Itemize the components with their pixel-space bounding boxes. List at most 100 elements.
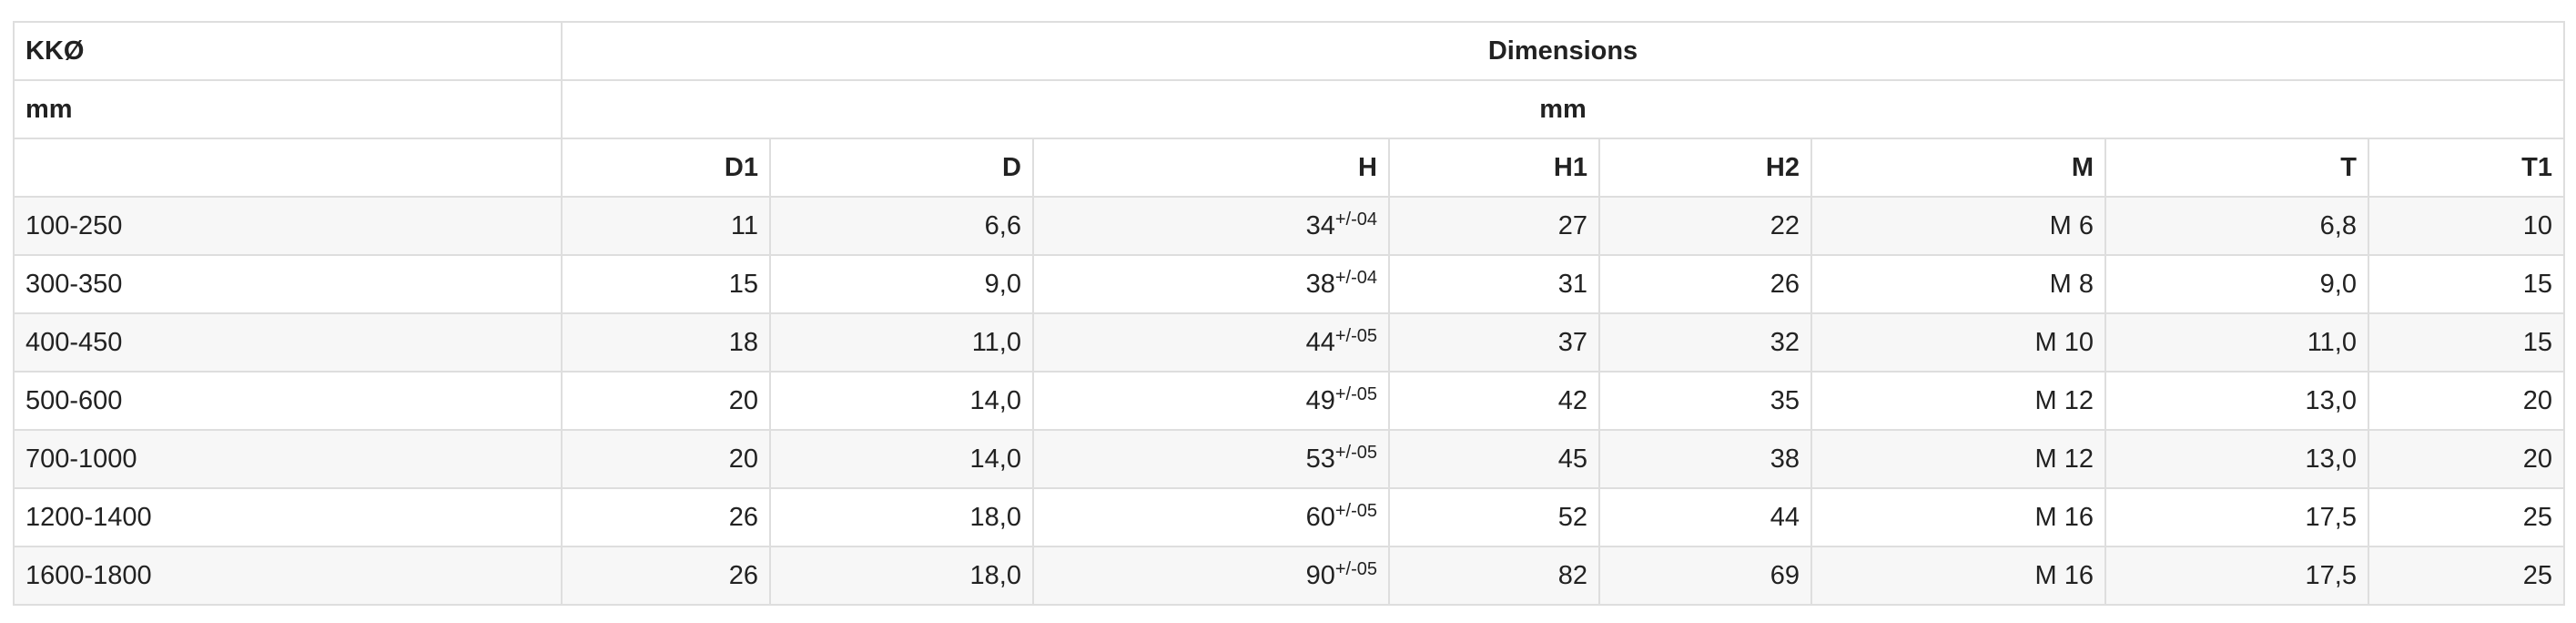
table-cell: 13,0 bbox=[2104, 371, 2369, 431]
table-row: 500-600 20 14,0 49+/-05 42 35 M 12 13,0 20 bbox=[13, 371, 2565, 431]
table-cell: 25 bbox=[2368, 546, 2565, 606]
table-cell: 45 bbox=[1388, 429, 1600, 489]
table-row: 400-450 18 11,0 44+/-05 37 32 M 10 11,0 15 bbox=[13, 312, 2565, 373]
cell-value: 90 bbox=[1305, 560, 1335, 590]
table-cell: M 8 bbox=[1810, 254, 2106, 314]
table-cell: 1600-1800 bbox=[13, 546, 563, 606]
table-cell: 9,0 bbox=[2104, 254, 2369, 314]
table-row: 100-250 11 6,6 34+/-04 27 22 M 6 6,8 10 bbox=[13, 196, 2565, 256]
header-row: KKØ Dimensions bbox=[13, 21, 2565, 81]
cell-tolerance: +/-05 bbox=[1334, 500, 1377, 521]
table-cell: 400-450 bbox=[13, 312, 563, 373]
table-cell: 44 bbox=[1598, 487, 1812, 547]
table-cell: M 10 bbox=[1810, 312, 2106, 373]
table-cell: 27 bbox=[1388, 196, 1600, 256]
table-cell: 6,8 bbox=[2104, 196, 2369, 256]
table-cell: 37 bbox=[1388, 312, 1600, 373]
table-cell: 38+/-04 bbox=[1032, 254, 1390, 314]
table-cell: M 16 bbox=[1810, 487, 2106, 547]
table-body: 100-250 11 6,6 34+/-04 27 22 M 6 6,8 10 300-350 15… bbox=[13, 196, 2565, 606]
table-header: KKØ Dimensions mm mm D1 D H H1 H2 M T T1 bbox=[13, 21, 2565, 198]
table-cell: 20 bbox=[561, 371, 771, 431]
table-cell: 1200-1400 bbox=[13, 487, 563, 547]
header-cell bbox=[13, 138, 563, 198]
table-cell: 15 bbox=[2368, 254, 2565, 314]
table-cell: M 12 bbox=[1810, 429, 2106, 489]
table-cell: 6,6 bbox=[769, 196, 1034, 256]
cell-tolerance: +/-04 bbox=[1334, 267, 1377, 288]
table-cell: 90+/-05 bbox=[1032, 546, 1390, 606]
table-cell: 69 bbox=[1598, 546, 1812, 606]
header-cell: H2 bbox=[1598, 138, 1812, 198]
header-cell: mm bbox=[13, 79, 563, 139]
cell-value: 44 bbox=[1305, 327, 1335, 357]
table-cell: 26 bbox=[561, 546, 771, 606]
table-cell: M 6 bbox=[1810, 196, 2106, 256]
cell-value: 38 bbox=[1305, 269, 1335, 299]
table-row: 1200-1400 26 18,0 60+/-05 52 44 M 16 17,5 25 bbox=[13, 487, 2565, 547]
table-cell: 10 bbox=[2368, 196, 2565, 256]
table-cell: 25 bbox=[2368, 487, 2565, 547]
cell-tolerance: +/-05 bbox=[1334, 442, 1377, 463]
cell-tolerance: +/-05 bbox=[1334, 558, 1377, 579]
table-cell: 31 bbox=[1388, 254, 1600, 314]
table-cell: 20 bbox=[2368, 371, 2565, 431]
table-cell: 11,0 bbox=[2104, 312, 2369, 373]
header-cell: KKØ bbox=[13, 21, 563, 81]
table-cell: 100-250 bbox=[13, 196, 563, 256]
table-cell: M 12 bbox=[1810, 371, 2106, 431]
table-cell: M 16 bbox=[1810, 546, 2106, 606]
table-cell: 11,0 bbox=[769, 312, 1034, 373]
header-cell: mm bbox=[561, 79, 2565, 139]
table-cell: 300-350 bbox=[13, 254, 563, 314]
table-cell: 13,0 bbox=[2104, 429, 2369, 489]
cell-tolerance: +/-05 bbox=[1334, 325, 1377, 346]
table-cell: 20 bbox=[561, 429, 771, 489]
table-cell: 14,0 bbox=[769, 371, 1034, 431]
table-cell: 22 bbox=[1598, 196, 1812, 256]
table-cell: 38 bbox=[1598, 429, 1812, 489]
table-row: 300-350 15 9,0 38+/-04 31 26 M 8 9,0 15 bbox=[13, 254, 2565, 314]
table-cell: 49+/-05 bbox=[1032, 371, 1390, 431]
dimensions-table: KKØ Dimensions mm mm D1 D H H1 H2 M T T1 100-25… bbox=[13, 21, 2565, 606]
header-cell: H1 bbox=[1388, 138, 1600, 198]
table-cell: 700-1000 bbox=[13, 429, 563, 489]
header-cell: T1 bbox=[2368, 138, 2565, 198]
table-cell: 18 bbox=[561, 312, 771, 373]
table-cell: 82 bbox=[1388, 546, 1600, 606]
table-cell: 500-600 bbox=[13, 371, 563, 431]
table-cell: 18,0 bbox=[769, 487, 1034, 547]
header-cell: D bbox=[769, 138, 1034, 198]
table-cell: 14,0 bbox=[769, 429, 1034, 489]
cell-value: 60 bbox=[1305, 502, 1335, 532]
header-cell: D1 bbox=[561, 138, 771, 198]
table-cell: 32 bbox=[1598, 312, 1812, 373]
cell-value: 49 bbox=[1305, 385, 1335, 415]
table-cell: 20 bbox=[2368, 429, 2565, 489]
table-row: 1600-1800 26 18,0 90+/-05 82 69 M 16 17,5 25 bbox=[13, 546, 2565, 606]
header-cell: Dimensions bbox=[561, 21, 2565, 81]
table-cell: 35 bbox=[1598, 371, 1812, 431]
header-row: D1 D H H1 H2 M T T1 bbox=[13, 138, 2565, 198]
cell-tolerance: +/-04 bbox=[1334, 209, 1377, 230]
table-cell: 34+/-04 bbox=[1032, 196, 1390, 256]
table-cell: 11 bbox=[561, 196, 771, 256]
table-cell: 15 bbox=[2368, 312, 2565, 373]
table-cell: 42 bbox=[1388, 371, 1600, 431]
cell-tolerance: +/-05 bbox=[1334, 383, 1377, 404]
table-cell: 9,0 bbox=[769, 254, 1034, 314]
table-cell: 52 bbox=[1388, 487, 1600, 547]
header-cell: M bbox=[1810, 138, 2106, 198]
table-cell: 17,5 bbox=[2104, 487, 2369, 547]
header-row: mm mm bbox=[13, 79, 2565, 139]
cell-value: 53 bbox=[1305, 444, 1335, 474]
table-cell: 15 bbox=[561, 254, 771, 314]
table-cell: 26 bbox=[1598, 254, 1812, 314]
header-cell: H bbox=[1032, 138, 1390, 198]
table-cell: 53+/-05 bbox=[1032, 429, 1390, 489]
table-cell: 44+/-05 bbox=[1032, 312, 1390, 373]
table-cell: 18,0 bbox=[769, 546, 1034, 606]
table-cell: 17,5 bbox=[2104, 546, 2369, 606]
table-row: 700-1000 20 14,0 53+/-05 45 38 M 12 13,0 20 bbox=[13, 429, 2565, 489]
